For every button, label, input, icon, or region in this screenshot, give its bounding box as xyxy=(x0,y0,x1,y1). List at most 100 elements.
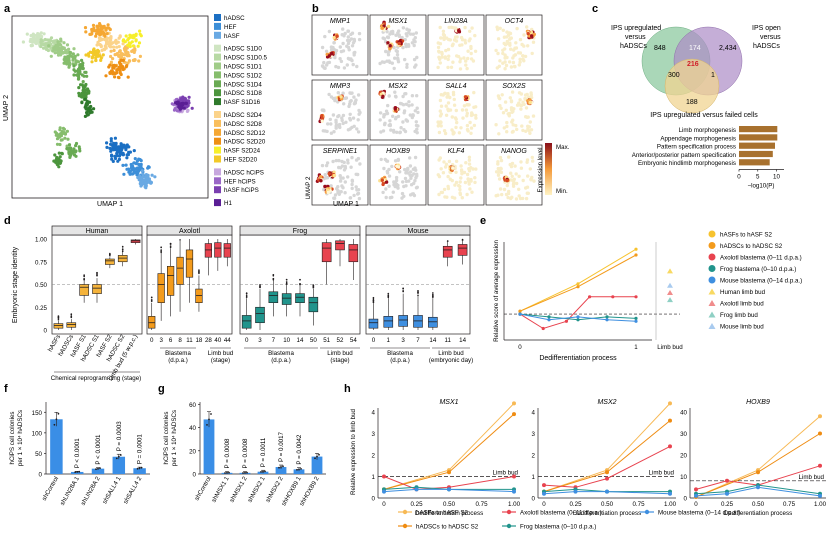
feature-point xyxy=(390,164,394,169)
panel-c-ylabel: Embryonic stage identity xyxy=(12,246,19,323)
feature-point xyxy=(473,33,477,38)
umap-point xyxy=(85,74,89,78)
go-bar xyxy=(739,126,778,133)
feature-point xyxy=(510,120,514,124)
umap-point xyxy=(111,159,115,163)
feature-plot-frame xyxy=(369,144,427,206)
bar-pvalue: P = 0.0003 xyxy=(116,421,123,452)
panel-h-xtick: 0.75 xyxy=(475,501,488,508)
umap-point xyxy=(52,46,56,50)
panel-h-point xyxy=(668,418,672,423)
feature-point xyxy=(356,191,361,196)
feature-point xyxy=(358,110,362,115)
umap-point xyxy=(53,130,57,134)
feature-point xyxy=(496,37,501,41)
feature-point xyxy=(329,131,334,135)
box-outlier xyxy=(285,281,288,283)
umap-point xyxy=(120,148,124,152)
panel-h-point xyxy=(668,444,672,449)
panel-c-xtick: 14 xyxy=(429,337,436,344)
panel-c-boxplots: Embryonic stage identity 0 0.25 0.50 0.75 1.0… xyxy=(12,225,473,382)
feature-point xyxy=(413,109,417,113)
panel-h-point xyxy=(542,483,546,488)
legend-swatch xyxy=(214,111,221,118)
feature-point xyxy=(331,45,335,50)
feature-point xyxy=(467,162,472,166)
feature-point xyxy=(410,41,415,45)
box-outlier xyxy=(402,287,404,290)
umap-point xyxy=(127,59,132,63)
umap-point xyxy=(125,153,129,157)
box-body xyxy=(398,315,408,327)
feature-point xyxy=(498,104,502,108)
feature-point xyxy=(355,64,359,69)
umap-point xyxy=(178,107,183,111)
umap-point xyxy=(124,148,128,152)
feature-point-high xyxy=(323,184,327,189)
feature-point xyxy=(474,167,478,171)
panel-e-xtick: 0 xyxy=(518,344,522,351)
feature-point xyxy=(391,31,395,36)
feature-point xyxy=(346,175,350,179)
feature-point xyxy=(450,115,454,119)
panel-h-legend-marker xyxy=(402,509,408,515)
feature-point xyxy=(394,33,398,37)
panel-e-legend-label: Mouse blastema (0–14 d.p.a.) xyxy=(720,278,802,285)
feature-point xyxy=(513,46,517,50)
feature-point xyxy=(498,155,503,160)
panel-e-xlabel: Dedifferentiation process xyxy=(539,355,617,362)
umap-point xyxy=(96,40,100,44)
feature-point xyxy=(349,165,353,169)
feature-point xyxy=(468,29,472,33)
panel-e-legend-label: Axolotl limb bud xyxy=(720,301,764,308)
panel-e-point xyxy=(518,312,522,316)
panel-a-ylabel: UMAP 2 xyxy=(3,95,10,121)
umap-point xyxy=(109,137,113,141)
umap-point xyxy=(29,43,33,47)
feature-point xyxy=(453,183,457,187)
feature-point xyxy=(502,187,507,192)
box-outlier xyxy=(160,250,162,253)
feature-point xyxy=(463,38,467,42)
gene-label: MMP1 xyxy=(330,18,350,25)
legend-swatch xyxy=(214,199,221,207)
feature-point xyxy=(474,113,478,118)
feature-point xyxy=(510,195,514,199)
umap-point xyxy=(109,142,113,146)
umap-point xyxy=(119,64,123,68)
bar-replicate-dot xyxy=(115,457,118,460)
feature-point xyxy=(398,130,402,134)
bar-pvalue: P < 0.0001 xyxy=(74,438,81,469)
legend-swatch xyxy=(214,14,221,21)
umap-point xyxy=(111,41,115,45)
feature-point xyxy=(524,196,529,201)
feature-point xyxy=(404,102,409,107)
umap-point xyxy=(119,72,123,77)
umap-point xyxy=(68,51,73,55)
gene-label: KLF4 xyxy=(448,148,465,155)
box-outlier xyxy=(121,250,124,253)
feature-point xyxy=(495,66,499,70)
gene-label: NANOG xyxy=(501,148,527,155)
feature-point xyxy=(409,183,414,187)
feature-point xyxy=(396,56,400,60)
feature-point xyxy=(496,162,500,166)
box-body xyxy=(268,291,279,303)
panel-c-caption: Blastema (d.p.a.) xyxy=(387,350,413,364)
feature-point xyxy=(446,108,451,113)
umap-point xyxy=(55,142,60,146)
panel-c-xtick: 44 xyxy=(224,337,231,344)
panel-c-caption: Limb bud (embryonic day) xyxy=(429,350,473,364)
box-outlier xyxy=(299,283,301,285)
feature-point xyxy=(332,130,336,134)
feature-point xyxy=(387,184,391,188)
feature-point xyxy=(469,44,473,49)
feature-point xyxy=(517,194,521,198)
panel-a-legend: hADSC HEF hASF hADSC S1D0 hADSC S1D0.5 hADSC … xyxy=(214,14,268,207)
feature-point xyxy=(517,91,522,95)
bar-pvalue: P = 0.0001 xyxy=(137,434,144,465)
feature-point xyxy=(497,169,501,173)
umap-point xyxy=(74,141,79,146)
box-body xyxy=(442,245,453,258)
